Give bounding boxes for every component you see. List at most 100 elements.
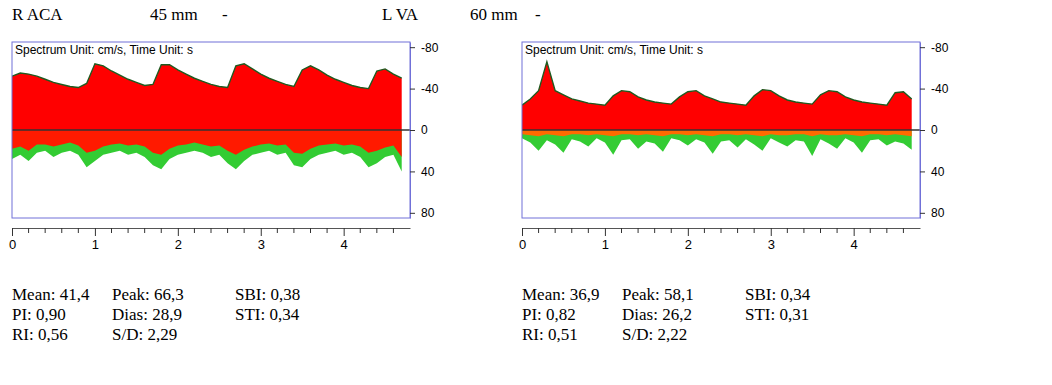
stat-text: Peak: 66,3	[112, 285, 184, 304]
x-minor-tick	[277, 228, 278, 233]
stat-text: SBI: 0,38	[235, 285, 300, 304]
x-minor-tick	[144, 228, 145, 233]
y-tick-label: 40	[421, 165, 435, 179]
x-minor-tick	[393, 228, 394, 233]
y-tick: -80	[410, 41, 439, 55]
panel: R ACA45 mm-Spectrum Unit: cm/s, Time Uni…	[9, 5, 439, 344]
y-tick-label: -80	[931, 41, 949, 55]
x-tick-label: 0	[519, 237, 526, 252]
x-minor-tick	[244, 228, 245, 233]
y-tick-mark	[920, 130, 925, 131]
spectrum-area	[522, 130, 912, 156]
y-tick-label: -80	[421, 41, 439, 55]
y-tick-mark	[410, 130, 415, 131]
x-tick: 0	[519, 228, 526, 252]
plot-background	[522, 42, 920, 218]
x-minor-tick	[837, 228, 838, 233]
panel-header: -	[535, 5, 541, 24]
x-tick-label: 4	[341, 237, 348, 252]
stat-text: STI: 0,31	[745, 305, 809, 324]
stat-text: S/D: 2,29	[112, 325, 177, 344]
x-tick-label: 3	[768, 237, 775, 252]
y-tick: 0	[410, 123, 428, 137]
y-axis: -80 -40 0 40 80	[410, 41, 439, 221]
x-minor-tick	[61, 228, 62, 233]
baseline	[12, 129, 410, 131]
plot-frame	[12, 42, 410, 218]
stat-text: STI: 0,34	[235, 305, 300, 324]
x-minor-tick	[754, 228, 755, 233]
x-tick-label: 3	[258, 237, 265, 252]
x-tick-label: 1	[92, 237, 99, 252]
x-minor-tick	[704, 228, 705, 233]
x-tick: 0	[9, 228, 16, 252]
y-tick: -40	[410, 82, 439, 96]
y-tick-mark	[410, 171, 415, 172]
x-minor-tick	[654, 228, 655, 233]
x-tick-mark	[522, 228, 523, 236]
stat-text: RI: 0,51	[522, 325, 578, 344]
x-tick: 1	[602, 228, 609, 252]
y-tick-mark	[920, 47, 925, 48]
x-tick-mark	[95, 228, 96, 236]
x-tick: 2	[685, 228, 692, 252]
y-tick: -80	[920, 41, 949, 55]
x-tick-mark	[261, 228, 262, 236]
x-minor-tick	[588, 228, 589, 233]
x-minor-tick	[327, 228, 328, 233]
x-tick: 4	[851, 228, 858, 252]
panel-header: -	[222, 5, 228, 24]
x-minor-tick	[671, 228, 672, 233]
x-minor-tick	[310, 228, 311, 233]
x-tick-mark	[854, 228, 855, 236]
y-tick-mark	[410, 213, 415, 214]
x-tick-mark	[688, 228, 689, 236]
x-minor-tick	[621, 228, 622, 233]
baseline	[522, 129, 920, 131]
x-minor-tick	[211, 228, 212, 233]
x-minor-tick	[45, 228, 46, 233]
x-tick-label: 2	[685, 237, 692, 252]
y-tick-label: -40	[421, 82, 439, 96]
spectrum-area	[12, 64, 402, 130]
x-axis: 0 1 2 3 4	[9, 228, 411, 252]
x-minor-tick	[78, 228, 79, 233]
x-minor-tick	[376, 228, 377, 233]
x-minor-tick	[886, 228, 887, 233]
spectrum-area	[522, 62, 912, 130]
x-minor-tick	[161, 228, 162, 233]
y-tick-mark	[920, 171, 925, 172]
stat-text: PI: 0,90	[12, 305, 66, 324]
x-minor-tick	[638, 228, 639, 233]
y-tick: 80	[410, 206, 435, 220]
plot-background	[12, 42, 410, 218]
x-minor-tick	[293, 228, 294, 233]
x-minor-tick	[571, 228, 572, 233]
y-tick: 0	[920, 123, 938, 137]
plot-area	[522, 62, 920, 156]
stat-text: S/D: 2,22	[622, 325, 687, 344]
plot-area	[12, 64, 410, 172]
y-axis: -80-4004080	[920, 41, 949, 221]
x-tick: 4	[341, 228, 348, 252]
y-tick: 40	[410, 165, 435, 179]
y-tick-mark	[410, 47, 415, 48]
x-tick: 1	[92, 228, 99, 252]
x-axis: 0 1 2 3 4	[519, 228, 921, 252]
x-minor-tick	[194, 228, 195, 233]
y-tick-label: 0	[421, 123, 428, 137]
stat-text: Peak: 58,1	[622, 285, 694, 304]
stat-text: PI: 0,82	[522, 305, 576, 324]
panel-header: 45 mm	[150, 5, 198, 24]
x-tick: 2	[175, 228, 182, 252]
stat-text: SBI: 0,34	[745, 285, 811, 304]
x-tick-mark	[12, 228, 13, 236]
x-minor-tick	[737, 228, 738, 233]
panel-header: 60 mm	[470, 5, 518, 24]
x-minor-tick	[111, 228, 112, 233]
x-minor-tick	[227, 228, 228, 233]
annotation: Spectrum Unit: cm/s, Time Unit: s	[15, 43, 193, 57]
y-tick-label: -40	[931, 82, 949, 96]
x-minor-tick	[360, 228, 361, 233]
plot-frame	[522, 42, 920, 218]
